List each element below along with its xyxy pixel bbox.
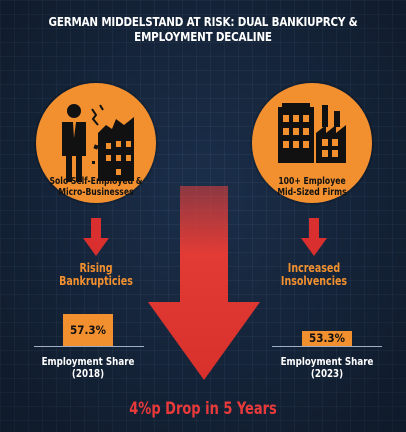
right-share-label-line1: Employment Share — [280, 355, 374, 368]
left-share-label-line1: Employment Share — [41, 355, 135, 368]
drop-caption: 4%p Drop in 5 Years — [129, 399, 277, 419]
left-baseline — [34, 346, 144, 347]
left-risk-label-line2: Bankrupticies — [59, 274, 133, 288]
factory-and-office-building-icon — [278, 103, 346, 163]
right-circle: 100+ Employee Mid-Sized Firms — [252, 83, 372, 203]
right-risk-label-line1: Increased — [287, 261, 341, 275]
person-and-crumbling-building-icon — [62, 104, 134, 182]
right-share-box: 53.3% — [302, 331, 352, 346]
page-title: GERMAN MIDDELSTAND AT RISK: DUAL BANKIUP… — [48, 14, 358, 44]
right-share-label-line2: (2023) — [310, 367, 344, 380]
right-circle-label-line2: Mid-Sized Firms — [277, 187, 347, 198]
left-circle-label-line2: Micro-Businesses — [58, 187, 134, 198]
big-down-arrow-icon — [148, 186, 260, 380]
left-circle: Solo Self-Employed & Micro-Businesses — [36, 83, 156, 203]
left-share-label-line2: (2018) — [71, 367, 105, 380]
right-circle-label-line1: 100+ Employee — [278, 176, 346, 187]
left-share-box: 57.3% — [63, 314, 113, 346]
left-circle-label-line1: Solo Self-Employed & — [49, 176, 143, 187]
left-down-arrow-icon — [83, 218, 109, 256]
right-baseline — [272, 346, 382, 347]
left-risk-label-line1: Rising — [79, 261, 113, 275]
right-down-arrow-icon — [301, 218, 327, 256]
right-risk-label-line2: Insolvencies — [280, 274, 348, 288]
